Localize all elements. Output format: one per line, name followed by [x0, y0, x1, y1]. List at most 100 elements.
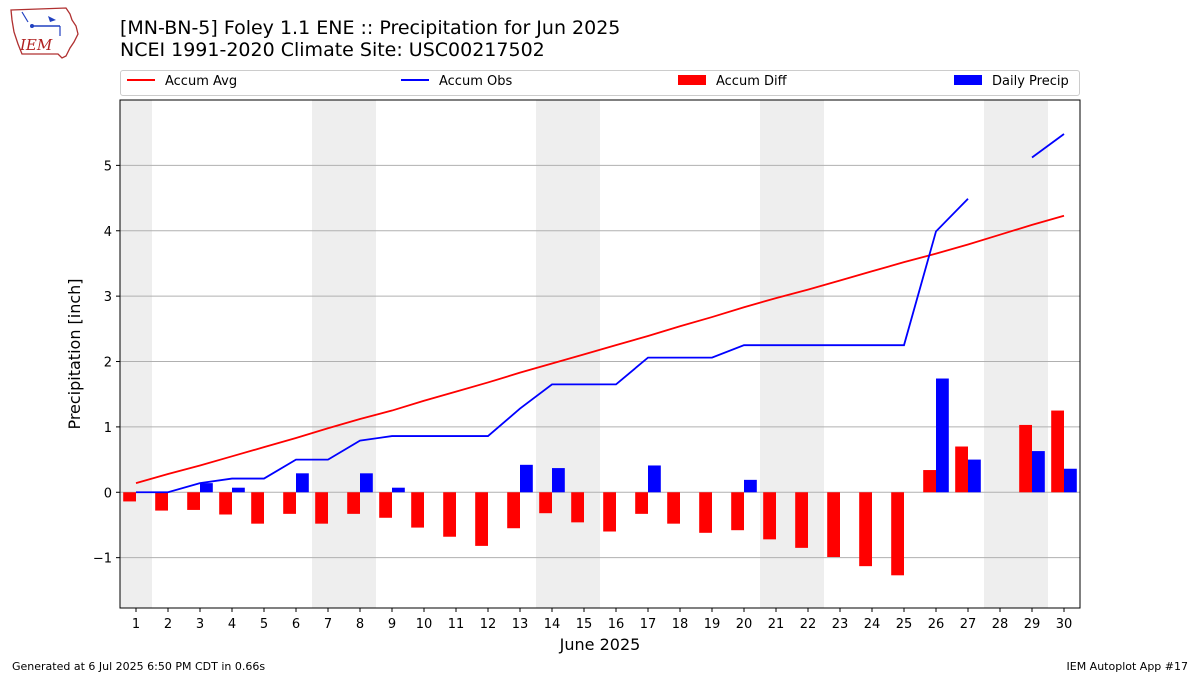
accum-diff-bar	[795, 492, 808, 548]
accum-diff-bar	[315, 492, 328, 524]
x-tick-label: 10	[416, 617, 433, 632]
x-axis-label: June 2025	[559, 635, 641, 654]
y-tick-label: 1	[104, 421, 112, 436]
x-tick-label: 7	[324, 617, 332, 632]
daily-precip-bar	[200, 483, 213, 493]
daily-precip-bar	[552, 468, 565, 493]
x-tick-label: 30	[1056, 617, 1073, 632]
legend-swatch-daily-precip	[954, 74, 982, 85]
accum-diff-bar	[891, 492, 904, 576]
x-tick-label: 18	[672, 617, 689, 632]
accum-diff-bar	[539, 492, 552, 514]
iem-logo: IEM	[10, 7, 79, 59]
x-tick-label: 12	[480, 617, 497, 632]
accum-diff-bar	[475, 492, 488, 546]
accum-obs-line	[1031, 133, 1065, 159]
y-axis-label: Precipitation [inch]	[65, 278, 84, 429]
accum-avg-line	[135, 214, 1065, 484]
legend-swatch-accum-avg	[127, 78, 155, 81]
accum-diff-bar	[283, 492, 296, 514]
accum-diff-bar	[155, 492, 168, 511]
plot-frame	[119, 99, 1081, 609]
weekend-shade	[536, 100, 568, 608]
chart-legend: Accum Avg Accum Obs Accum Diff Daily Pre…	[120, 70, 1080, 96]
legend-item-daily-precip: Daily Precip	[954, 74, 1069, 92]
weekend-shade	[984, 100, 1016, 608]
weekend-shade	[312, 100, 344, 608]
daily-precip-bar	[392, 487, 405, 493]
weekend-shade	[1016, 100, 1048, 608]
daily-precip-bar	[968, 459, 981, 493]
legend-item-accum-avg: Accum Avg	[127, 74, 237, 92]
x-tick-label: 17	[640, 617, 657, 632]
logo-text: IEM	[19, 36, 53, 54]
x-tick-label: 13	[512, 617, 529, 632]
weekend-shade	[120, 100, 152, 608]
accum-diff-bar	[219, 492, 232, 515]
legend-item-accum-obs: Accum Obs	[401, 74, 512, 92]
x-tick-label: 14	[544, 617, 561, 632]
legend-swatch-accum-diff	[678, 74, 706, 85]
x-tick-label: 16	[608, 617, 625, 632]
x-tick-label: 2	[164, 617, 172, 632]
x-tick-label: 9	[388, 617, 396, 632]
daily-precip-bar	[360, 473, 373, 493]
x-tick-label: 11	[448, 617, 465, 632]
daily-precip-bar	[232, 487, 245, 493]
daily-precip-bar	[296, 473, 309, 493]
y-tick-label: 0	[104, 486, 112, 501]
legend-label-daily-precip: Daily Precip	[992, 74, 1069, 89]
daily-precip-bar	[520, 464, 533, 493]
accum-diff-bar	[923, 470, 936, 493]
accum-diff-bar	[635, 492, 648, 514]
accum-diff-bar	[763, 492, 776, 540]
legend-label-accum-obs: Accum Obs	[439, 74, 513, 89]
legend-swatch-accum-obs	[401, 78, 429, 81]
accum-diff-bar	[507, 492, 520, 529]
weekend-shade	[344, 100, 376, 608]
daily-precip-bar	[744, 479, 757, 493]
accum-diff-bar	[667, 492, 680, 524]
accum-diff-bar	[699, 492, 712, 533]
y-tick-label: 5	[104, 159, 112, 174]
x-tick-label: 3	[196, 617, 204, 632]
accum-diff-bar	[731, 492, 744, 531]
daily-precip-bar	[648, 465, 661, 493]
y-tick-label: 3	[104, 290, 112, 305]
accum-diff-bar	[859, 492, 872, 567]
generated-footer: Generated at 6 Jul 2025 6:50 PM CDT in 0…	[12, 660, 266, 673]
accum-diff-bar	[187, 492, 200, 510]
accum-diff-bar	[1051, 410, 1064, 493]
accum-diff-bar	[827, 492, 840, 558]
x-tick-label: 8	[356, 617, 364, 632]
accum-diff-bar	[571, 492, 584, 523]
legend-label-accum-diff: Accum Diff	[716, 74, 787, 89]
accum-diff-bar	[411, 492, 424, 528]
x-tick-label: 25	[896, 617, 913, 632]
accum-diff-bar	[603, 492, 616, 532]
accum-diff-bar	[955, 446, 968, 493]
x-tick-label: 28	[992, 617, 1009, 632]
y-tick-label: 4	[104, 225, 112, 240]
app-footer: IEM Autoplot App #17	[1066, 660, 1189, 673]
accum-diff-bar	[379, 492, 392, 518]
x-tick-label: 21	[768, 617, 785, 632]
accum-diff-bar	[251, 492, 264, 524]
y-tick-label: −1	[93, 552, 112, 567]
x-tick-label: 15	[576, 617, 593, 632]
chart-subtitle: NCEI 1991-2020 Climate Site: USC00217502	[120, 39, 545, 61]
y-tick-label: 2	[104, 356, 112, 371]
accum-diff-bar	[1019, 424, 1032, 493]
accum-obs-line	[136, 198, 969, 494]
x-tick-label: 22	[800, 617, 817, 632]
x-tick-label: 23	[832, 617, 849, 632]
x-tick-label: 27	[960, 617, 977, 632]
accum-diff-bar	[347, 492, 360, 514]
legend-item-accum-diff: Accum Diff	[678, 74, 787, 92]
daily-precip-bar	[1032, 451, 1045, 493]
accum-diff-bar	[443, 492, 456, 537]
accum-diff-bar	[123, 492, 136, 502]
x-tick-label: 19	[704, 617, 721, 632]
x-tick-label: 6	[292, 617, 300, 632]
